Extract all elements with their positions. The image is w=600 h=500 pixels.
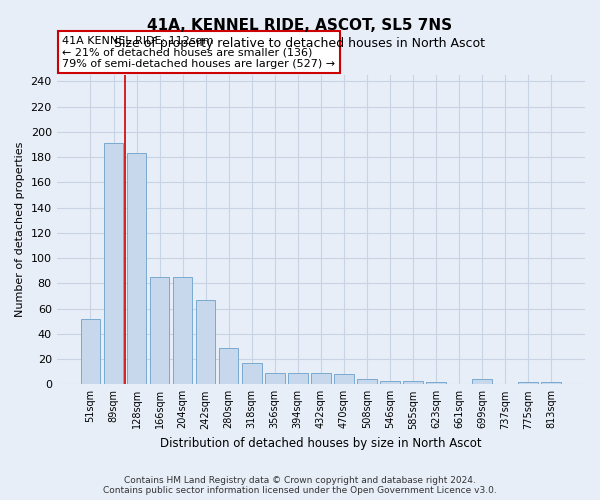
Bar (311, 373, 331, 384)
Bar (242, 363, 262, 384)
Bar (403, 380, 423, 384)
Bar (265, 373, 284, 384)
Text: Contains HM Land Registry data © Crown copyright and database right 2024.
Contai: Contains HM Land Registry data © Crown c… (103, 476, 497, 495)
Text: 41A, KENNEL RIDE, ASCOT, SL5 7NS: 41A, KENNEL RIDE, ASCOT, SL5 7NS (148, 18, 452, 32)
Bar (104, 143, 123, 384)
Bar (219, 348, 238, 385)
Bar (127, 154, 146, 384)
Y-axis label: Number of detached properties: Number of detached properties (15, 142, 25, 318)
Bar (334, 374, 353, 384)
Bar (380, 380, 400, 384)
Text: 41A KENNEL RIDE: 112sqm
← 21% of detached houses are smaller (136)
79% of semi-d: 41A KENNEL RIDE: 112sqm ← 21% of detache… (62, 36, 335, 69)
Bar (472, 380, 492, 384)
Bar (150, 277, 169, 384)
Bar (288, 373, 308, 384)
Bar (518, 382, 538, 384)
Bar (426, 382, 446, 384)
Bar (357, 380, 377, 384)
Bar (541, 382, 561, 384)
X-axis label: Distribution of detached houses by size in North Ascot: Distribution of detached houses by size … (160, 437, 482, 450)
Bar (80, 318, 100, 384)
Bar (196, 300, 215, 384)
Bar (173, 277, 193, 384)
Text: Size of property relative to detached houses in North Ascot: Size of property relative to detached ho… (115, 38, 485, 51)
